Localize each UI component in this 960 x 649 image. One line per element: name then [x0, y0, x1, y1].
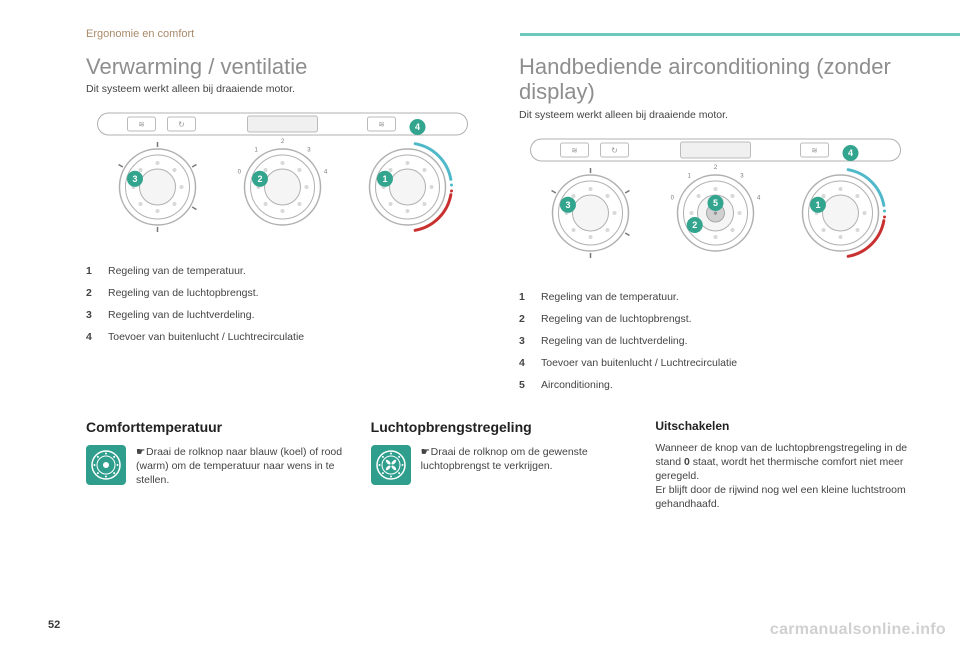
- svg-text:❄: ❄: [713, 211, 717, 217]
- svg-text:1: 1: [687, 173, 691, 179]
- svg-text:≋: ≋: [378, 120, 385, 129]
- legend-text: Toevoer van buitenlucht / Luchtrecircula…: [541, 357, 737, 369]
- svg-text:1: 1: [254, 148, 258, 154]
- svg-text:2: 2: [257, 174, 262, 184]
- legend-row: 2 Regeling van de luchtopbrengst.: [519, 313, 912, 325]
- svg-text:2: 2: [714, 165, 718, 171]
- svg-text:3: 3: [132, 174, 137, 184]
- paragraph: Wanneer de knop van de luchtopbrengstreg…: [655, 441, 912, 484]
- temperature-dial-icon: [86, 445, 126, 485]
- legend-number: 4: [86, 331, 96, 343]
- watermark: carmanualsonline.info: [770, 621, 946, 639]
- svg-text:↻: ↻: [178, 120, 185, 129]
- section-intro: Dit systeem werkt alleen bij draaiende m…: [519, 109, 912, 121]
- bullet-icon: ☛: [136, 445, 146, 459]
- two-column-layout: Verwarming / ventilatie Dit systeem werk…: [86, 54, 912, 401]
- instruction-text: ☛Draai de rolknop naar blauw (koel) of r…: [136, 445, 343, 488]
- svg-text:4: 4: [324, 170, 328, 176]
- legend-text: Regeling van de luchtverdeling.: [541, 335, 688, 347]
- svg-text:↻: ↻: [611, 146, 618, 155]
- legend-row: 2 Regeling van de luchtopbrengst.: [86, 287, 479, 299]
- legend-number: 2: [86, 287, 96, 299]
- section-title: Handbediende airconditioning (zonder dis…: [519, 54, 912, 105]
- legend-text: Regeling van de luchtopbrengst.: [108, 287, 259, 299]
- legend-text: Toevoer van buitenlucht / Luchtrecircula…: [108, 331, 304, 343]
- fan-dial-icon: [371, 445, 411, 485]
- legend-text: Regeling van de luchtverdeling.: [108, 309, 255, 321]
- section-manual-ac: Handbediende airconditioning (zonder dis…: [519, 54, 912, 401]
- svg-text:2: 2: [692, 220, 697, 230]
- legend-row: 5 Airconditioning.: [519, 379, 912, 391]
- legend-number: 1: [519, 291, 529, 303]
- comfort-temperature-block: Comforttemperatuur ☛Draai de rolknop naa…: [86, 419, 343, 512]
- sub-title: Luchtopbrengstregeling: [371, 419, 628, 435]
- manual-page: Ergonomie en comfort Verwarming / ventil…: [0, 0, 960, 511]
- legend-text: Regeling van de temperatuur.: [541, 291, 679, 303]
- accent-rule: [520, 33, 960, 36]
- svg-text:≋: ≋: [138, 120, 145, 129]
- svg-text:4: 4: [415, 122, 420, 132]
- section-title: Verwarming / ventilatie: [86, 54, 479, 79]
- svg-text:1: 1: [382, 174, 387, 184]
- control-panel-diagram-right: ≋ ↻ ≋ 3 0 1 2 3 4 ❄ 2 1 4 5: [519, 133, 912, 268]
- legend-row: 1 Regeling van de temperatuur.: [86, 265, 479, 277]
- legend-row: 3 Regeling van de luchtverdeling.: [519, 335, 912, 347]
- bottom-row: Comforttemperatuur ☛Draai de rolknop naa…: [86, 419, 912, 512]
- section-heating-ventilation: Verwarming / ventilatie Dit systeem werk…: [86, 54, 479, 401]
- sub-title: Uitschakelen: [655, 419, 912, 433]
- page-number: 52: [48, 619, 60, 631]
- sub-title: Comforttemperatuur: [86, 419, 343, 435]
- svg-text:2: 2: [281, 139, 285, 145]
- legend-text: Regeling van de luchtopbrengst.: [541, 313, 692, 325]
- legend-text: Regeling van de temperatuur.: [108, 265, 246, 277]
- legend-row: 4 Toevoer van buitenlucht / Luchtrecircul…: [86, 331, 479, 343]
- svg-text:4: 4: [848, 148, 853, 158]
- legend-number: 1: [86, 265, 96, 277]
- fan-speed-block: Luchtopbrengstregeling ☛Draai de rolknop…: [371, 419, 628, 512]
- legend-text: Airconditioning.: [541, 379, 613, 391]
- legend-number: 4: [519, 357, 529, 369]
- section-intro: Dit systeem werkt alleen bij draaiende m…: [86, 83, 479, 95]
- svg-text:3: 3: [307, 148, 311, 154]
- legend-right: 1 Regeling van de temperatuur. 2 Regeling v…: [519, 291, 912, 391]
- svg-text:5: 5: [713, 198, 718, 208]
- legend-number: 5: [519, 379, 529, 391]
- svg-text:3: 3: [740, 173, 744, 179]
- paragraph: Er blijft door de rijwind nog wel een kl…: [655, 483, 912, 511]
- control-panel-diagram-left: ≋ ↻ ≋ 3 0 1 2 3 4 2 1 4: [86, 107, 479, 242]
- legend-row: 3 Regeling van de luchtverdeling.: [86, 309, 479, 321]
- svg-text:0: 0: [671, 195, 675, 201]
- bullet-icon: ☛: [421, 445, 431, 459]
- svg-text:4: 4: [757, 195, 761, 201]
- svg-text:≋: ≋: [811, 146, 818, 155]
- legend-row: 4 Toevoer van buitenlucht / Luchtrecircul…: [519, 357, 912, 369]
- legend-left: 1 Regeling van de temperatuur. 2 Regeling v…: [86, 265, 479, 343]
- svg-text:≋: ≋: [571, 146, 578, 155]
- legend-number: 2: [519, 313, 529, 325]
- svg-text:3: 3: [565, 199, 570, 209]
- text: staat, wordt het thermische comfort niet…: [655, 456, 903, 482]
- instruction-text: ☛Draai de rolknop om de gewenste luchtop…: [421, 445, 628, 473]
- switch-off-block: Uitschakelen Wanneer de knop van de luch…: [655, 419, 912, 512]
- text: Draai de rolknop naar blauw (koel) of ro…: [136, 446, 342, 486]
- legend-row: 1 Regeling van de temperatuur.: [519, 291, 912, 303]
- legend-number: 3: [86, 309, 96, 321]
- svg-text:1: 1: [815, 199, 820, 209]
- svg-text:0: 0: [238, 170, 242, 176]
- legend-number: 3: [519, 335, 529, 347]
- text: Draai de rolknop om de gewenste luchtopb…: [421, 446, 588, 472]
